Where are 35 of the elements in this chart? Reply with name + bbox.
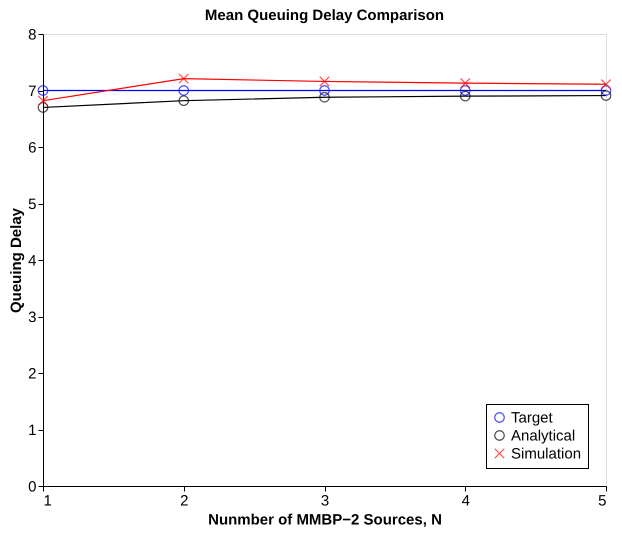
point (600, 78, 612, 90)
point (460, 90, 471, 102)
legend-label: Analytical (511, 428, 576, 444)
y-tick-label: 4 (28, 252, 36, 270)
x-tick-label: 5 (598, 492, 606, 510)
point (38, 85, 48, 96)
x-tick-label: 1 (44, 492, 52, 510)
legend-label: Target (511, 410, 554, 426)
x-axis-title: Nunmber of MMBP−2 Sources, N (208, 512, 442, 528)
y-tick-label: 0 (28, 478, 36, 496)
y-tick-label: 1 (28, 422, 36, 439)
point (38, 95, 48, 106)
point (319, 76, 330, 87)
y-tick-label: 7 (28, 83, 36, 100)
y-tick-label: 5 (28, 196, 36, 213)
point (38, 102, 48, 113)
point (600, 85, 612, 96)
point (460, 78, 471, 88)
y-axis-title: Queuing Delay (8, 207, 26, 314)
chart-title: Mean Queuing Delay Comparison (204, 7, 444, 24)
point (178, 73, 190, 84)
y-tick-label: 3 (28, 309, 36, 326)
point (319, 92, 330, 103)
x-tick-label: 3 (320, 492, 330, 510)
x-tick-label: 2 (180, 492, 188, 510)
y-tick-label: 8 (28, 26, 36, 44)
point (600, 90, 612, 101)
point (319, 85, 330, 96)
y-tick-label: 6 (28, 140, 36, 156)
point (178, 95, 190, 106)
legend-label: Simulation (511, 446, 582, 462)
point (460, 85, 471, 96)
point (178, 85, 190, 96)
x-tick-label: 4 (462, 492, 470, 510)
y-tick-label: 2 (28, 366, 36, 382)
